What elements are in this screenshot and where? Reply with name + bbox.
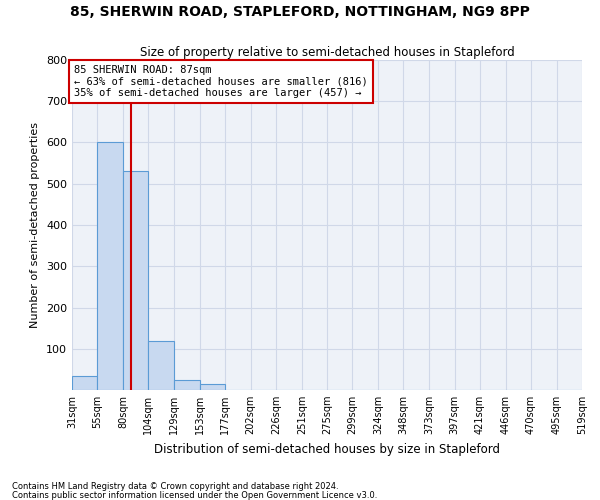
Bar [148, 340, 175, 390]
X-axis label: Distribution of semi-detached houses by size in Stapleford: Distribution of semi-detached houses by … [154, 442, 500, 456]
Text: 85, SHERWIN ROAD, STAPLEFORD, NOTTINGHAM, NG9 8PP: 85, SHERWIN ROAD, STAPLEFORD, NOTTINGHAM… [70, 5, 530, 19]
Bar [97, 142, 123, 390]
Bar [175, 380, 199, 390]
Text: 85 SHERWIN ROAD: 87sqm
← 63% of semi-detached houses are smaller (816)
35% of se: 85 SHERWIN ROAD: 87sqm ← 63% of semi-det… [74, 65, 368, 98]
Title: Size of property relative to semi-detached houses in Stapleford: Size of property relative to semi-detach… [140, 46, 514, 59]
Text: Contains HM Land Registry data © Crown copyright and database right 2024.: Contains HM Land Registry data © Crown c… [12, 482, 338, 491]
Bar [72, 376, 97, 390]
Bar [199, 384, 224, 390]
Y-axis label: Number of semi-detached properties: Number of semi-detached properties [31, 122, 40, 328]
Bar [123, 172, 148, 390]
Text: Contains public sector information licensed under the Open Government Licence v3: Contains public sector information licen… [12, 490, 377, 500]
